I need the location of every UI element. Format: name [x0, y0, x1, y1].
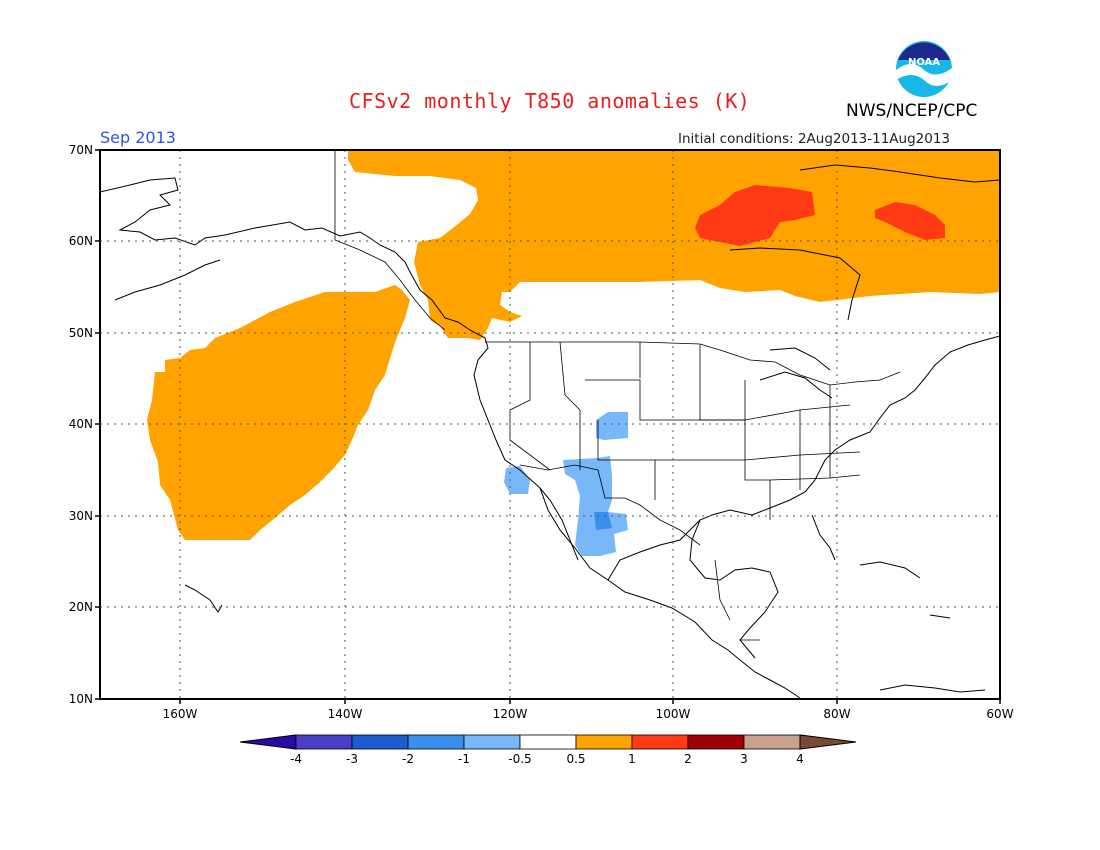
colorbar-swatch — [463, 734, 521, 750]
lon-label: 140W — [328, 707, 363, 721]
warm-anomaly-quebec — [875, 202, 945, 240]
colorbar-label: -3 — [346, 752, 358, 766]
svg-text:NOAA: NOAA — [908, 57, 940, 68]
lon-label: 160W — [163, 707, 198, 721]
colorbar-swatch — [295, 734, 353, 750]
lat-label: 40N — [69, 417, 93, 431]
warm-anomaly-pacific — [147, 285, 410, 540]
lon-label: 120W — [493, 707, 528, 721]
lon-label: 60W — [986, 707, 1013, 721]
agency-label: NWS/NCEP/CPC — [846, 101, 978, 121]
colorbar-label: 3 — [740, 752, 748, 766]
coastlines — [100, 164, 1000, 699]
lat-label: 70N — [69, 143, 93, 157]
lon-label: 100W — [656, 707, 691, 721]
colorbar-label: 1 — [628, 752, 636, 766]
colorbar-swatch — [575, 734, 633, 750]
colorbar-arrow-low — [239, 734, 297, 750]
warm-anomaly-canada — [348, 150, 1000, 340]
forecast-month: Sep 2013 — [100, 128, 176, 147]
colorbar-swatch — [407, 734, 465, 750]
lat-lon-grid — [100, 150, 1000, 699]
cool-anomaly-colorado — [596, 412, 628, 440]
colorbar-label: -4 — [290, 752, 302, 766]
colorbar-label: 0.5 — [566, 752, 585, 766]
noaa-logo-icon: NOAA — [896, 41, 952, 97]
colorbar-swatch — [743, 734, 801, 750]
colorbar-label: 2 — [684, 752, 692, 766]
colorbar-label: -1 — [458, 752, 470, 766]
colorbar-swatch — [687, 734, 745, 750]
cool-anomaly-mexico — [563, 456, 628, 556]
warm-anomaly-hudson — [695, 185, 815, 246]
lon-label: 80W — [823, 707, 850, 721]
lat-label: 10N — [69, 692, 93, 706]
map-title: CFSv2 monthly T850 anomalies (K) — [349, 89, 751, 113]
colorbar-swatch — [631, 734, 689, 750]
lat-label: 30N — [69, 509, 93, 523]
initial-conditions: Initial conditions: 2Aug2013-11Aug2013 — [678, 131, 951, 147]
colorbar-label: 4 — [796, 752, 804, 766]
lat-label: 60N — [69, 234, 93, 248]
colorbar-label: -0.5 — [508, 752, 531, 766]
colorbar-swatch — [519, 734, 577, 750]
colorbar-swatch — [351, 734, 409, 750]
political-boundaries — [334, 150, 901, 641]
lat-label: 20N — [69, 600, 93, 614]
tick-marks — [95, 149, 1001, 704]
lat-label: 50N — [69, 326, 93, 340]
colorbar-arrow-high — [799, 734, 857, 750]
colorbar-label: -2 — [402, 752, 414, 766]
